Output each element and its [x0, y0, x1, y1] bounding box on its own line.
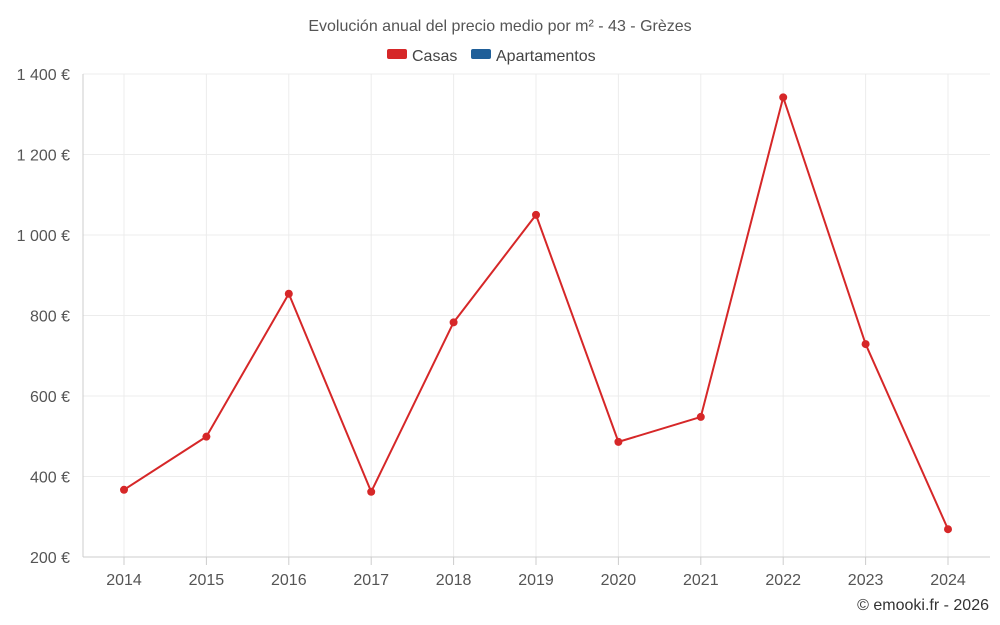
series-casas — [120, 93, 952, 534]
x-tick-label: 2019 — [518, 572, 554, 589]
copyright-credit: © emooki.fr - 2026 — [857, 597, 989, 614]
axes: 200 € 400 € 600 € 800 € 1 000 € 1 200 € 1 400 … — [17, 67, 990, 589]
legend-swatch-apartamentos — [471, 49, 491, 59]
x-tick-label: 2022 — [765, 572, 801, 589]
legend-item-casas[interactable]: Casas — [387, 48, 457, 65]
y-tick-label: 400 € — [30, 470, 70, 487]
legend-label-casas: Casas — [412, 48, 457, 65]
legend-label-apartamentos: Apartamentos — [496, 48, 596, 65]
x-tick-label: 2023 — [848, 572, 884, 589]
data-point-2021[interactable] — [696, 412, 705, 421]
x-tick-label: 2024 — [930, 572, 966, 589]
x-tick-label: 2014 — [106, 572, 142, 589]
y-tick-label: 200 € — [30, 550, 70, 567]
data-point-2023[interactable] — [861, 340, 870, 349]
gridlines — [83, 73, 990, 558]
x-tick-label: 2021 — [683, 572, 719, 589]
data-point-2020[interactable] — [614, 437, 623, 446]
data-point-2016[interactable] — [284, 289, 293, 298]
data-point-2022[interactable] — [779, 93, 788, 102]
data-point-2024[interactable] — [944, 525, 952, 534]
data-point-2017[interactable] — [367, 487, 376, 496]
x-tick-label: 2018 — [436, 572, 472, 589]
data-point-2019[interactable] — [532, 210, 540, 219]
data-point-2018[interactable] — [449, 318, 458, 327]
y-tick-label: 1 200 € — [17, 148, 70, 165]
y-tick-label: 600 € — [30, 389, 70, 406]
legend-swatch-casas — [387, 49, 407, 59]
y-tick-label: 1 000 € — [17, 228, 70, 245]
legend: Casas Apartamentos — [387, 48, 596, 65]
x-tick-label: 2017 — [353, 572, 389, 589]
data-point-2014[interactable] — [120, 485, 128, 494]
legend-item-apartamentos[interactable]: Apartamentos — [471, 48, 596, 65]
data-point-2015[interactable] — [202, 432, 211, 441]
x-tick-label: 2020 — [601, 572, 637, 589]
chart-title: Evolución anual del precio medio por m² … — [308, 18, 691, 35]
x-tick-label: 2016 — [271, 572, 307, 589]
y-tick-label: 1 400 € — [17, 67, 70, 84]
y-tick-label: 800 € — [30, 309, 70, 326]
x-tick-label: 2015 — [189, 572, 225, 589]
